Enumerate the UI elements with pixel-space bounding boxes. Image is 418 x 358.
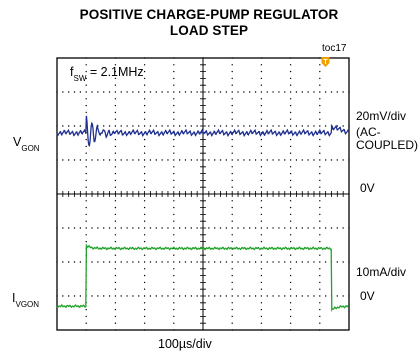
channel1-coupling-line2: COUPLED) — [356, 138, 418, 152]
channel1-scale: 20mV/div — [356, 109, 407, 123]
channel1-label: VGON — [13, 135, 40, 153]
figure-id: toc17 — [322, 43, 347, 54]
trigger-marker-label: T — [323, 59, 328, 66]
channel2-zero-label: 0V — [360, 289, 375, 303]
center-axis-ticks — [56, 57, 350, 331]
time-scale-label: 100µs/div — [158, 337, 212, 351]
frequency-annotation: fSW = 2.1MHz — [70, 65, 144, 83]
ivgon-trace — [56, 243, 350, 313]
trigger-marker-icon — [321, 57, 330, 67]
chart-title-line2: LOAD STEP — [169, 23, 249, 38]
chart-title-line1: POSITIVE CHARGE-PUMP REGULATOR — [79, 7, 339, 22]
channel1-coupling-line1: (AC- — [356, 125, 381, 139]
channel2-label: IVGON — [12, 291, 40, 309]
channel1-zero-label: 0V — [360, 181, 375, 195]
vgon-trace — [56, 115, 350, 148]
channel2-scale: 10mA/div — [356, 265, 407, 279]
